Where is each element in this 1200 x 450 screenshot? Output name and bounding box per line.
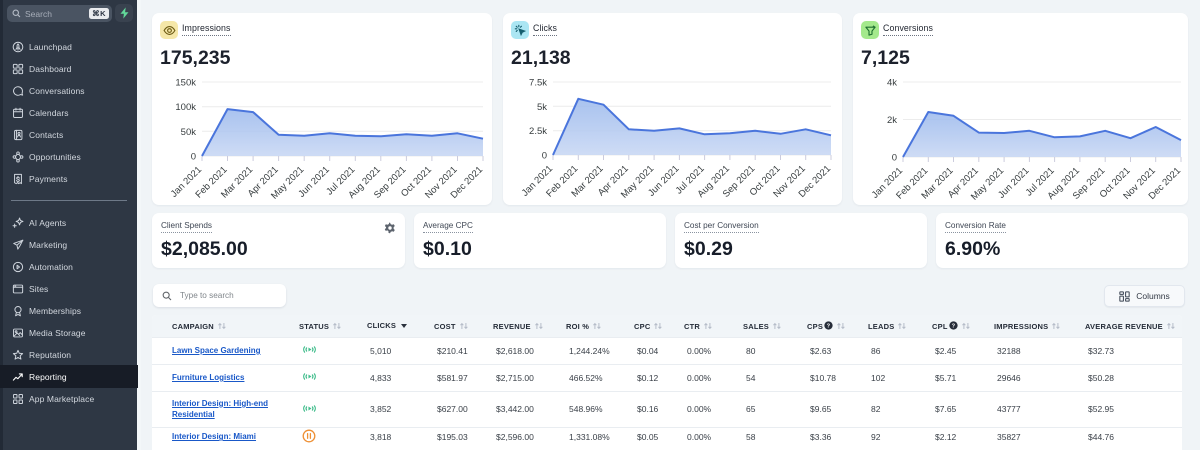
svg-text:2.5k: 2.5k: [529, 126, 547, 137]
svg-text:0: 0: [191, 152, 196, 163]
svg-text:7.5k: 7.5k: [529, 78, 547, 89]
svg-text:150k: 150k: [175, 78, 196, 89]
svg-text:100k: 100k: [175, 102, 196, 113]
svg-text:0: 0: [892, 153, 897, 164]
svg-text:5k: 5k: [537, 102, 547, 113]
svg-text:4k: 4k: [887, 78, 897, 89]
svg-text:?: ?: [827, 323, 831, 329]
svg-text:0: 0: [542, 151, 547, 162]
svg-text:?: ?: [951, 323, 955, 329]
svg-text:50k: 50k: [181, 127, 197, 138]
svg-text:2k: 2k: [887, 115, 897, 126]
